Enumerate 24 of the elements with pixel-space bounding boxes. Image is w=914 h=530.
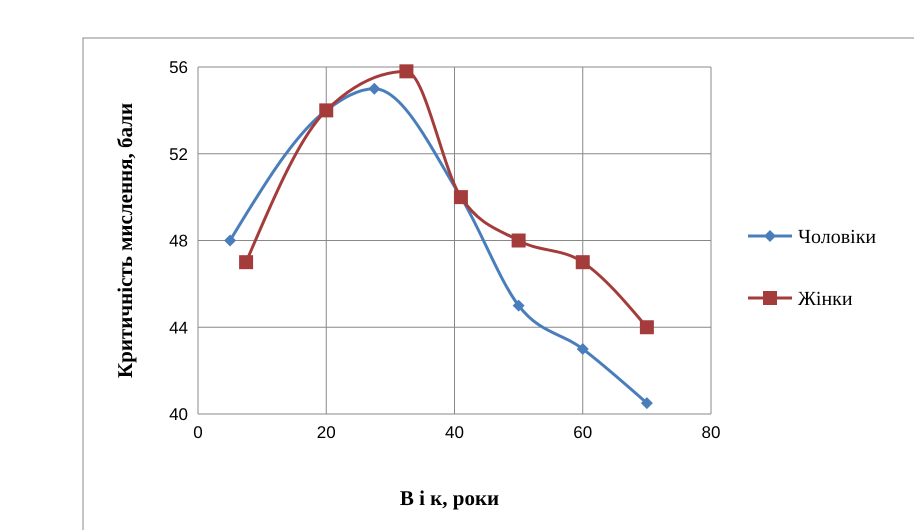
point [512, 300, 525, 312]
x-tick-label: 0 [193, 423, 203, 442]
point [368, 82, 380, 95]
point [576, 342, 589, 355]
point [399, 64, 414, 78]
point [512, 234, 526, 248]
y-tick-label: 52 [169, 144, 188, 164]
point [576, 255, 590, 270]
point [224, 234, 236, 246]
point [640, 320, 654, 334]
y-tick-label: 40 [169, 405, 188, 424]
legend-label: Чоловіки [798, 226, 876, 248]
point [239, 255, 254, 270]
x-tick-label: 20 [316, 423, 336, 442]
x-tick-label: 40 [445, 423, 464, 442]
y-tick-label: 56 [169, 58, 188, 77]
legend-label: Жінки [798, 288, 853, 310]
x-axis-title: В і к, роки [400, 486, 500, 510]
y-tick-label: 44 [169, 318, 188, 338]
y-tick-label: 48 [169, 232, 188, 250]
point [640, 397, 653, 410]
x-tick-label: 80 [702, 423, 720, 442]
x-tick-label: 60 [573, 423, 592, 442]
y-axis-title: Критичність мислення, бали [113, 102, 137, 378]
